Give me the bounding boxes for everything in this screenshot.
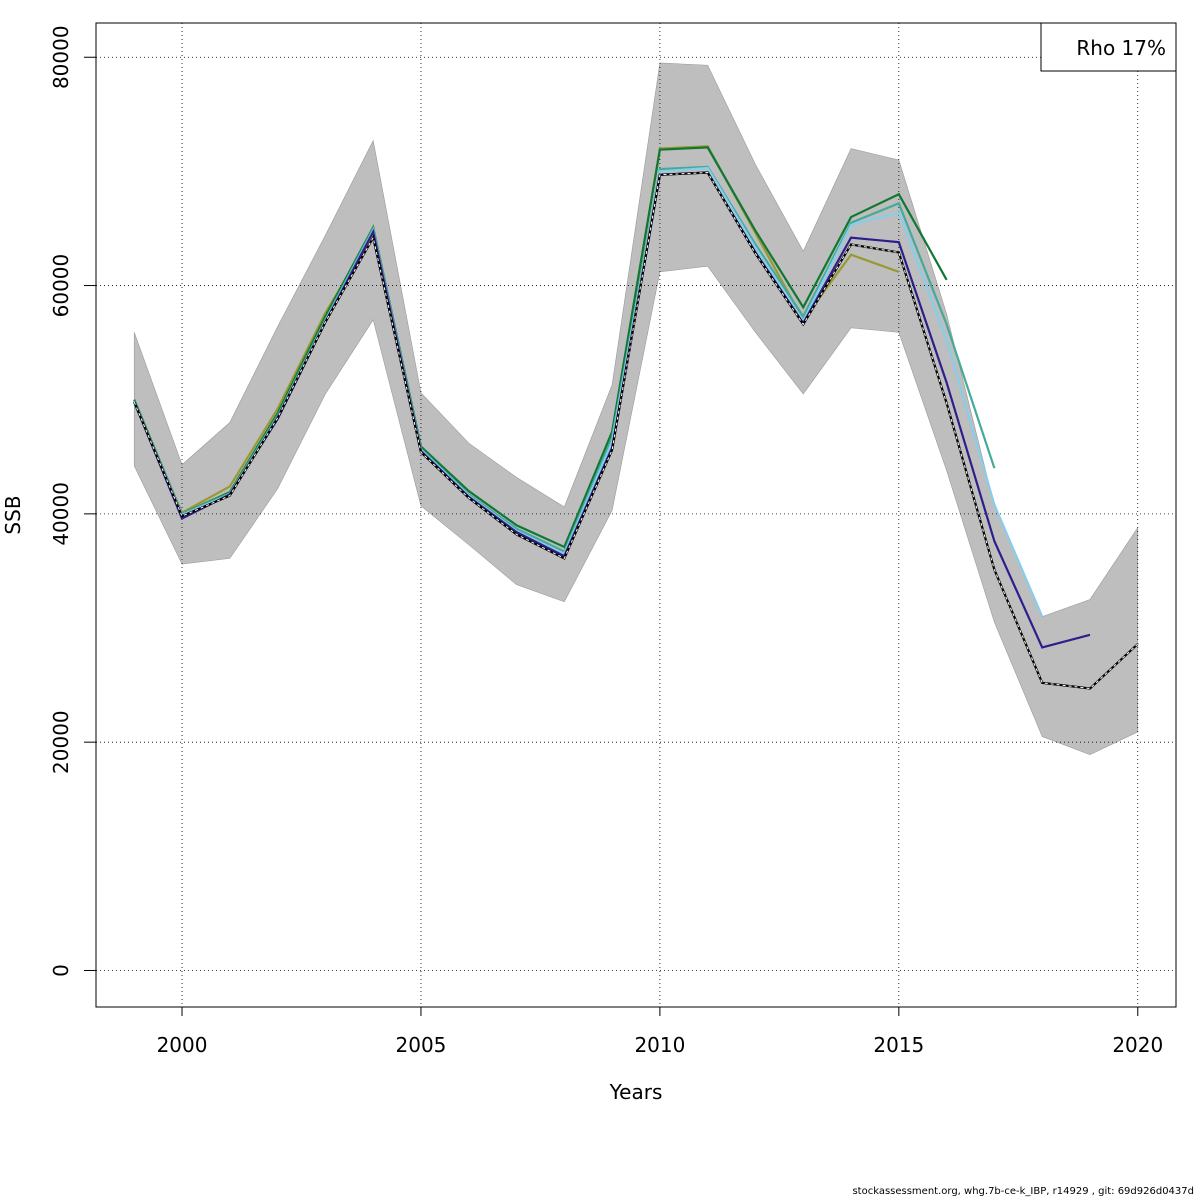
confidence-band-layer xyxy=(133,62,1139,756)
x-axis-title: Years xyxy=(609,1080,663,1104)
y-tick-label: 60000 xyxy=(49,254,73,318)
x-tick-label: 2000 xyxy=(157,1033,208,1057)
confidence-band xyxy=(133,62,1139,756)
legend-box xyxy=(1040,22,1177,72)
y-tick-label: 80000 xyxy=(49,25,73,89)
x-tick-label: 2020 xyxy=(1112,1033,1163,1057)
x-tick-label: 2010 xyxy=(634,1033,685,1057)
footer-credit: stockassessment.org, whg.7b-ce-k_IBP, r1… xyxy=(852,1186,1194,1197)
y-axis-title: SSB xyxy=(1,495,25,534)
plot-frame xyxy=(95,22,1177,1008)
series-line-final-dash xyxy=(133,172,1139,690)
x-tick-label: 2015 xyxy=(873,1033,924,1057)
x-tick-label: 2005 xyxy=(396,1033,447,1057)
y-tick-label: 40000 xyxy=(49,482,73,546)
y-tick-label: 0 xyxy=(49,964,73,977)
y-tick-label: 20000 xyxy=(49,710,73,774)
axis-layer: 2000 2005 2010 2015 2020 0 20000 40000 60000 8000… xyxy=(49,25,1163,1057)
legend: Rho 17% xyxy=(1040,22,1177,72)
series-layer xyxy=(133,145,1139,690)
legend-rho-text: Rho 17% xyxy=(1076,36,1166,60)
